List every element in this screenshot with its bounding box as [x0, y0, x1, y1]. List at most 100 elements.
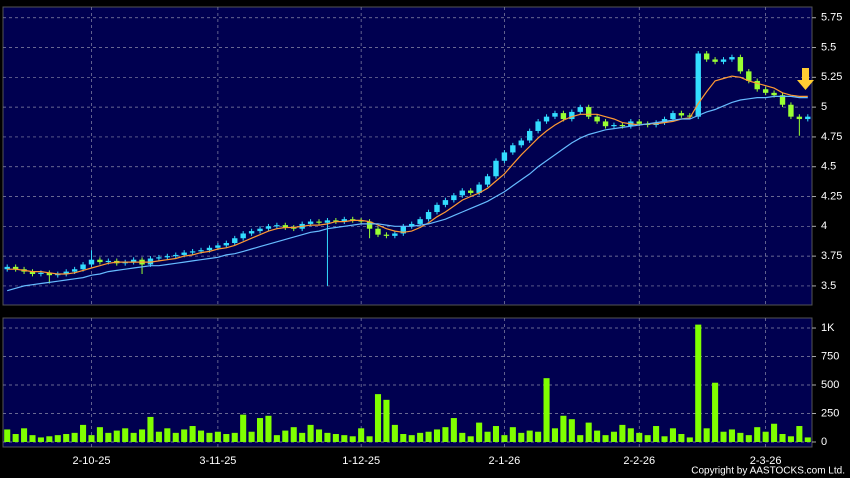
- volume-bar: [518, 432, 525, 442]
- volume-bar: [433, 429, 441, 442]
- candle-body: [4, 266, 10, 270]
- volume-bar: [577, 435, 584, 442]
- x-tick-label: 1-12-25: [342, 455, 380, 467]
- volume-bar: [467, 436, 474, 442]
- volume-bar: [678, 434, 685, 442]
- volume-bar: [408, 435, 415, 442]
- volume-bar: [383, 399, 390, 442]
- volume-bar: [290, 427, 297, 442]
- volume-bar: [164, 428, 171, 442]
- candle-body: [198, 250, 204, 252]
- volume-bar: [594, 430, 601, 442]
- y-tick-label: 5: [821, 101, 827, 113]
- candle-body: [560, 113, 567, 120]
- candle-body: [518, 140, 524, 146]
- volume-bar: [71, 432, 78, 442]
- volume-bar: [240, 414, 247, 442]
- y-tick-label: 0: [821, 436, 827, 448]
- candle-body: [459, 190, 465, 196]
- volume-bar: [349, 436, 356, 442]
- volume-bar: [113, 430, 120, 442]
- volume-bar: [602, 435, 609, 442]
- volume-bar: [282, 430, 289, 442]
- candle-body: [400, 226, 406, 234]
- y-tick-label: 500: [821, 379, 839, 391]
- volume-bar: [400, 434, 407, 442]
- candle-body: [779, 95, 786, 105]
- candle-body: [762, 89, 769, 93]
- y-tick-label: 250: [821, 407, 839, 419]
- candle-body: [805, 116, 811, 120]
- x-tick-label: 2-1-26: [489, 455, 521, 467]
- volume-bar: [315, 429, 323, 442]
- volume-bar: [484, 431, 491, 442]
- y-tick-label: 5.25: [821, 71, 842, 83]
- candle-body: [737, 57, 744, 72]
- candle-body: [788, 104, 794, 117]
- volume-bar: [526, 430, 533, 442]
- volume-bar: [358, 428, 365, 442]
- volume-bar: [551, 428, 559, 442]
- volume-bar: [341, 435, 348, 442]
- y-tick-label: 4.5: [821, 161, 836, 173]
- candle-body: [493, 160, 499, 177]
- candle-body: [619, 125, 626, 127]
- volume-bar: [198, 430, 205, 442]
- volume-bar: [155, 431, 162, 442]
- volume-bar: [450, 418, 457, 442]
- volume-bar: [619, 424, 626, 442]
- volume-bar: [644, 435, 651, 442]
- volume-bar: [63, 434, 70, 442]
- candle-body: [232, 238, 238, 244]
- candle-body: [248, 231, 255, 234]
- candle-body: [55, 274, 61, 276]
- candle-body: [80, 264, 86, 270]
- volume-bar: [299, 432, 306, 442]
- y-tick-label: 5.5: [821, 41, 836, 53]
- volume-bar: [476, 422, 483, 442]
- volume-bar: [37, 437, 44, 442]
- volume-bar: [492, 426, 500, 442]
- candle-body: [687, 115, 693, 117]
- candle-body: [383, 234, 390, 236]
- candle-body: [602, 121, 609, 127]
- volume-bar: [737, 432, 744, 442]
- candle-body: [796, 116, 803, 120]
- candle-body: [341, 219, 347, 222]
- candle-body: [46, 272, 53, 276]
- candle-body: [240, 233, 246, 239]
- candle-body: [366, 221, 373, 229]
- volume-bar: [54, 435, 61, 442]
- volume-bar: [442, 427, 449, 442]
- arrow-marker: [797, 68, 814, 90]
- volume-panel: [2, 317, 813, 448]
- candle-body: [771, 92, 777, 96]
- volume-bar: [29, 435, 36, 442]
- candle-body: [501, 152, 508, 161]
- candle-body: [97, 259, 103, 263]
- candle-body: [585, 107, 592, 117]
- volume-bar: [265, 415, 272, 442]
- candle-body: [451, 195, 457, 201]
- candle-body: [577, 107, 583, 112]
- candle-body: [88, 259, 95, 265]
- volume-bar: [248, 431, 255, 442]
- volume-bar: [425, 431, 432, 442]
- y-tick-label: 3.5: [821, 280, 836, 292]
- candle-body: [468, 190, 474, 193]
- volume-bar: [172, 432, 179, 442]
- candle-body: [670, 113, 676, 120]
- y-tick-label: 3.75: [821, 250, 842, 262]
- volume-bar: [374, 394, 382, 442]
- candle-body: [375, 228, 381, 235]
- volume-bar: [130, 432, 137, 442]
- candle-body: [720, 59, 727, 62]
- volume-bar: [535, 431, 542, 442]
- copyright: Copyright by AASTOCKS.com Ltd.: [691, 466, 845, 477]
- volume-bar: [568, 419, 575, 442]
- candle-body: [392, 233, 398, 236]
- volume-bar: [636, 432, 643, 442]
- y-tick-label: 4: [821, 220, 827, 232]
- volume-bar: [804, 437, 811, 442]
